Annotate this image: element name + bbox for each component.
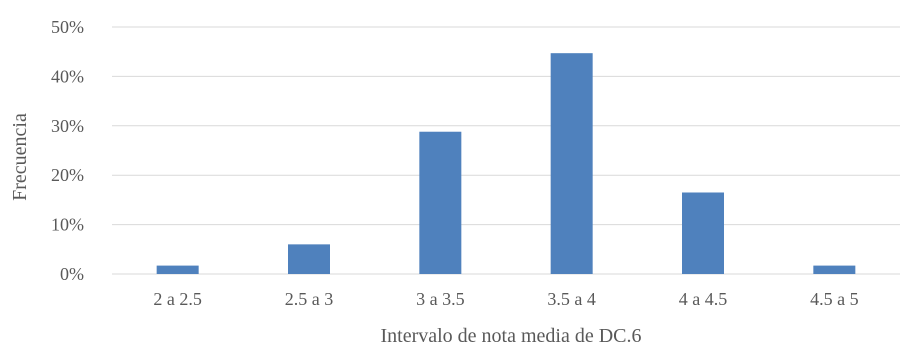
x-axis-categories: 2 a 2.5 2.5 a 3 3 a 3.5 3.5 a 4 4 a 4.5 4.5 a… — [153, 289, 858, 309]
x-category-label: 3 a 3.5 — [416, 289, 465, 309]
y-tick-label: 20% — [51, 165, 84, 185]
x-category-label: 4 a 4.5 — [679, 289, 728, 309]
bar — [682, 192, 724, 274]
y-tick-label: 30% — [51, 116, 84, 136]
x-category-label: 2.5 a 3 — [285, 289, 334, 309]
y-tick-label: 50% — [51, 17, 84, 37]
x-category-label: 3.5 a 4 — [547, 289, 596, 309]
y-tick-label: 0% — [60, 264, 84, 284]
y-tick-label: 40% — [51, 66, 84, 86]
y-axis-ticks: 0% 10% 20% 30% 40% 50% — [51, 17, 84, 284]
x-axis-title: Intervalo de nota media de DC.6 — [380, 325, 641, 347]
x-category-label: 2 a 2.5 — [153, 289, 202, 309]
bars — [156, 53, 856, 274]
bar — [813, 265, 856, 274]
x-category-label: 4.5 a 5 — [810, 289, 859, 309]
bar — [288, 244, 330, 274]
y-axis-title: Frecuencia — [9, 113, 31, 201]
bar — [156, 265, 199, 274]
bar — [419, 131, 462, 274]
bar — [550, 53, 593, 274]
y-tick-label: 10% — [51, 215, 84, 235]
gridlines — [112, 26, 900, 275]
